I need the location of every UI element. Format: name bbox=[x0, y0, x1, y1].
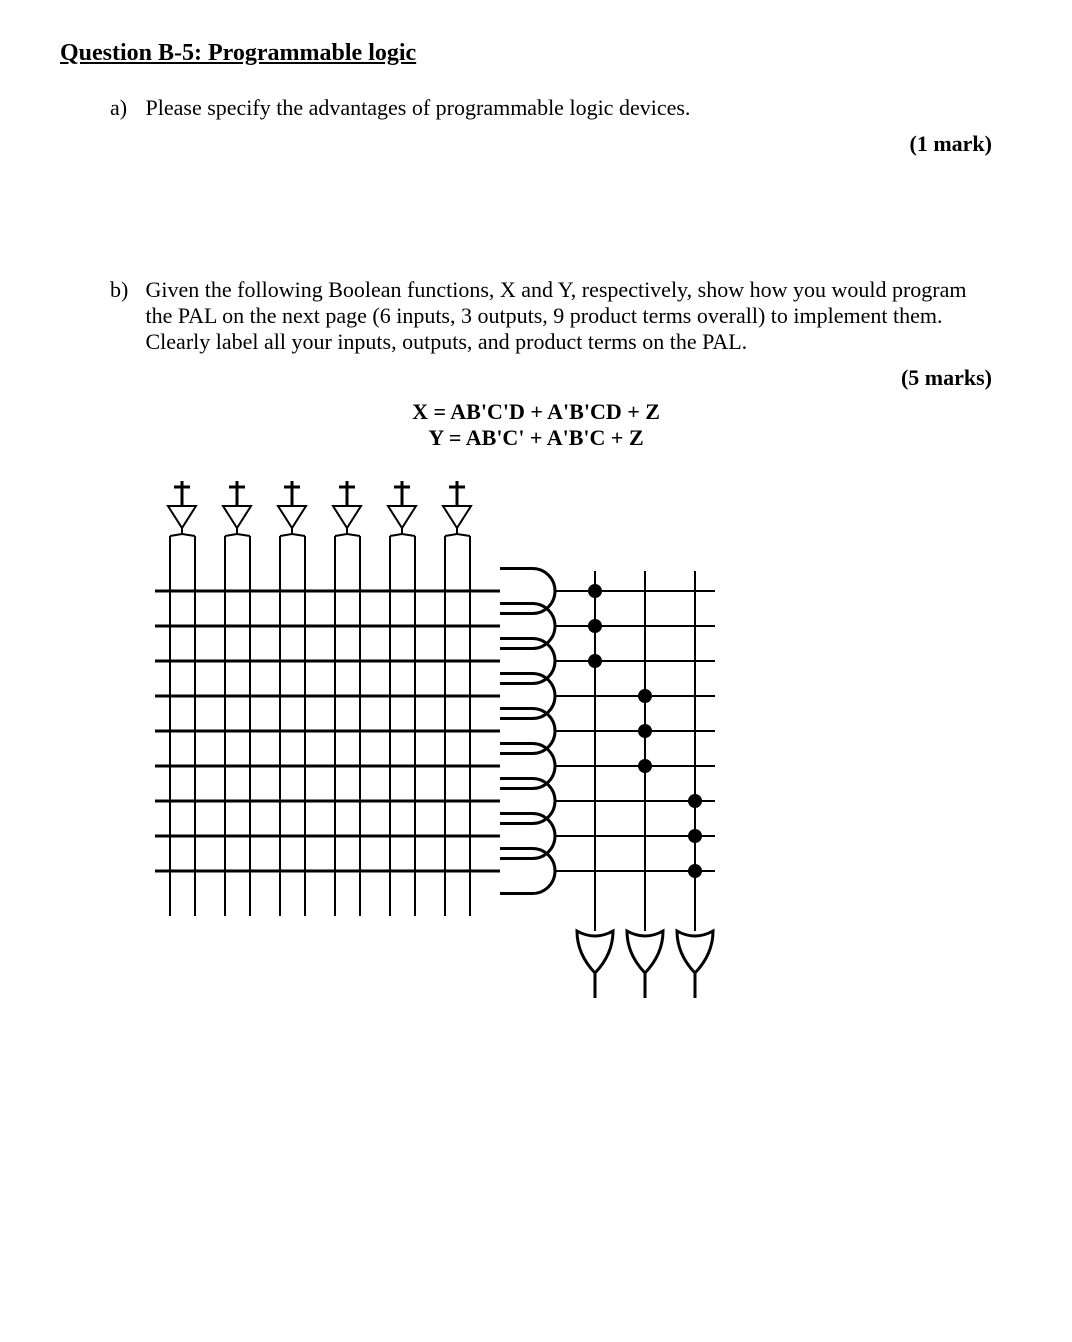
pal-diagram bbox=[140, 471, 1012, 1047]
part-b-text: Given the following Boolean functions, X… bbox=[146, 277, 976, 355]
equations: X = AB'C'D + A'B'CD + Z Y = AB'C' + A'B'… bbox=[60, 399, 1012, 451]
part-b-marks: (5 marks) bbox=[60, 365, 992, 391]
equation-x: X = AB'C'D + A'B'CD + Z bbox=[60, 399, 1012, 425]
part-a: a) Please specify the advantages of prog… bbox=[110, 95, 1012, 121]
part-a-text: Please specify the advantages of program… bbox=[146, 95, 976, 121]
pal-svg bbox=[140, 471, 760, 1041]
part-a-marks: (1 mark) bbox=[60, 131, 992, 157]
equation-y: Y = AB'C' + A'B'C + Z bbox=[60, 425, 1012, 451]
question-title: Question B-5: Programmable logic bbox=[60, 40, 1012, 67]
part-b: b) Given the following Boolean functions… bbox=[110, 277, 1012, 355]
part-a-label: a) bbox=[110, 95, 140, 121]
part-b-label: b) bbox=[110, 277, 140, 303]
